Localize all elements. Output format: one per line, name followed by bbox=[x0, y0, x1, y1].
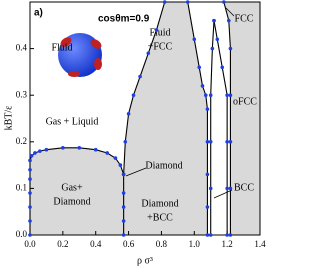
plot-frame bbox=[29, 1, 261, 236]
data-point bbox=[105, 151, 110, 155]
data-point bbox=[121, 219, 126, 223]
data-point bbox=[220, 65, 225, 70]
data-point bbox=[121, 205, 126, 209]
data-point bbox=[146, 51, 151, 56]
data-point bbox=[154, 28, 159, 32]
sphere-icon bbox=[58, 33, 102, 77]
data-point bbox=[208, 186, 213, 191]
region-label: Diamond bbox=[141, 198, 178, 209]
data-point bbox=[28, 205, 32, 209]
data-point bbox=[208, 140, 213, 144]
data-point bbox=[215, 37, 220, 42]
data-point bbox=[93, 147, 98, 152]
x-tick-label: 1.0 bbox=[189, 239, 201, 249]
data-point bbox=[210, 46, 215, 51]
region-label: +FCC bbox=[148, 41, 173, 52]
x-tick-label: 0.2 bbox=[57, 239, 68, 249]
data-point bbox=[228, 140, 233, 144]
data-point bbox=[208, 93, 213, 97]
data-point bbox=[123, 140, 128, 144]
x-tick-label: 0.8 bbox=[156, 239, 168, 249]
data-point bbox=[121, 191, 126, 195]
data-point bbox=[28, 177, 32, 181]
y-axis-label: kBT/ε bbox=[3, 106, 14, 131]
data-point bbox=[225, 140, 229, 144]
x-tick-label: 1.2 bbox=[222, 239, 233, 249]
arrows bbox=[125, 7, 235, 199]
region-label: Diamond bbox=[145, 160, 182, 171]
data-point bbox=[208, 233, 213, 237]
data-point bbox=[203, 93, 208, 97]
data-point bbox=[228, 46, 233, 51]
data-point bbox=[118, 163, 123, 167]
data-point bbox=[113, 156, 118, 160]
region-label: Gas + Liquid bbox=[46, 116, 99, 127]
data-point bbox=[205, 233, 210, 237]
data-point bbox=[228, 233, 233, 237]
data-point bbox=[33, 151, 37, 155]
region-label: Fluid bbox=[51, 42, 72, 53]
phase-region bbox=[223, 2, 260, 235]
data-point bbox=[28, 233, 32, 237]
data-point bbox=[226, 18, 231, 23]
y-tick-label: 0.4 bbox=[16, 43, 28, 53]
phase-boundary bbox=[213, 20, 228, 235]
data-point bbox=[205, 205, 210, 209]
phase-region bbox=[123, 2, 208, 235]
x-tick-label: 1.4 bbox=[254, 239, 266, 249]
y-tick-label: 0.2 bbox=[16, 136, 27, 146]
y-tick-label: 0.3 bbox=[16, 89, 28, 99]
data-point bbox=[121, 172, 126, 177]
data-point bbox=[28, 219, 32, 223]
data-point bbox=[28, 191, 32, 195]
data-point bbox=[131, 93, 136, 97]
region-label: BCC bbox=[234, 182, 254, 193]
data-point bbox=[77, 146, 82, 150]
data-point bbox=[192, 37, 197, 42]
chart: a) cosθm=0.9 Fluid Fluid +FCC Gas + Liqu… bbox=[3, 0, 266, 266]
data-point bbox=[29, 153, 34, 158]
data-point bbox=[212, 18, 216, 23]
x-tick-label: 0.0 bbox=[24, 239, 36, 249]
region-label: FCC bbox=[235, 13, 254, 24]
data-point bbox=[197, 65, 202, 70]
data-point bbox=[162, 0, 167, 4]
region-label: Diamond bbox=[53, 196, 90, 207]
region-label: Fluid bbox=[149, 27, 170, 38]
phase-boundary bbox=[187, 1, 208, 235]
data-point bbox=[61, 146, 65, 150]
data-point bbox=[225, 93, 229, 97]
region-label: Gas+ bbox=[61, 182, 83, 193]
data-point bbox=[205, 107, 210, 111]
data-point bbox=[222, 0, 226, 4]
data-point bbox=[205, 172, 210, 177]
data-point bbox=[200, 84, 205, 88]
data-point bbox=[38, 149, 42, 153]
data-point bbox=[185, 0, 190, 4]
data-point bbox=[228, 186, 233, 191]
data-point bbox=[228, 93, 233, 97]
data-point bbox=[28, 158, 32, 163]
phase-region bbox=[30, 147, 124, 235]
x-tick-label: 0.6 bbox=[123, 239, 135, 249]
data-point bbox=[44, 147, 49, 152]
phase-boundary bbox=[123, 1, 166, 175]
x-axis-label: ρ σ³ bbox=[137, 255, 153, 266]
data-point bbox=[138, 74, 142, 79]
data-point bbox=[225, 186, 229, 191]
y-tick-label: 0.1 bbox=[16, 182, 27, 192]
data-point bbox=[121, 233, 126, 237]
region-label: oFCC bbox=[233, 96, 257, 107]
parameter-label: cosθm=0.9 bbox=[98, 14, 150, 25]
phase-boundary bbox=[210, 20, 215, 235]
region-label: +BCC bbox=[147, 212, 173, 223]
data-point bbox=[205, 140, 210, 144]
data-point bbox=[28, 167, 32, 172]
y-tick-label: 0.0 bbox=[16, 229, 28, 239]
x-tick-label: 0.4 bbox=[90, 239, 102, 249]
panel-label: a) bbox=[34, 8, 43, 19]
data-point bbox=[225, 233, 229, 237]
data-point bbox=[126, 112, 131, 116]
